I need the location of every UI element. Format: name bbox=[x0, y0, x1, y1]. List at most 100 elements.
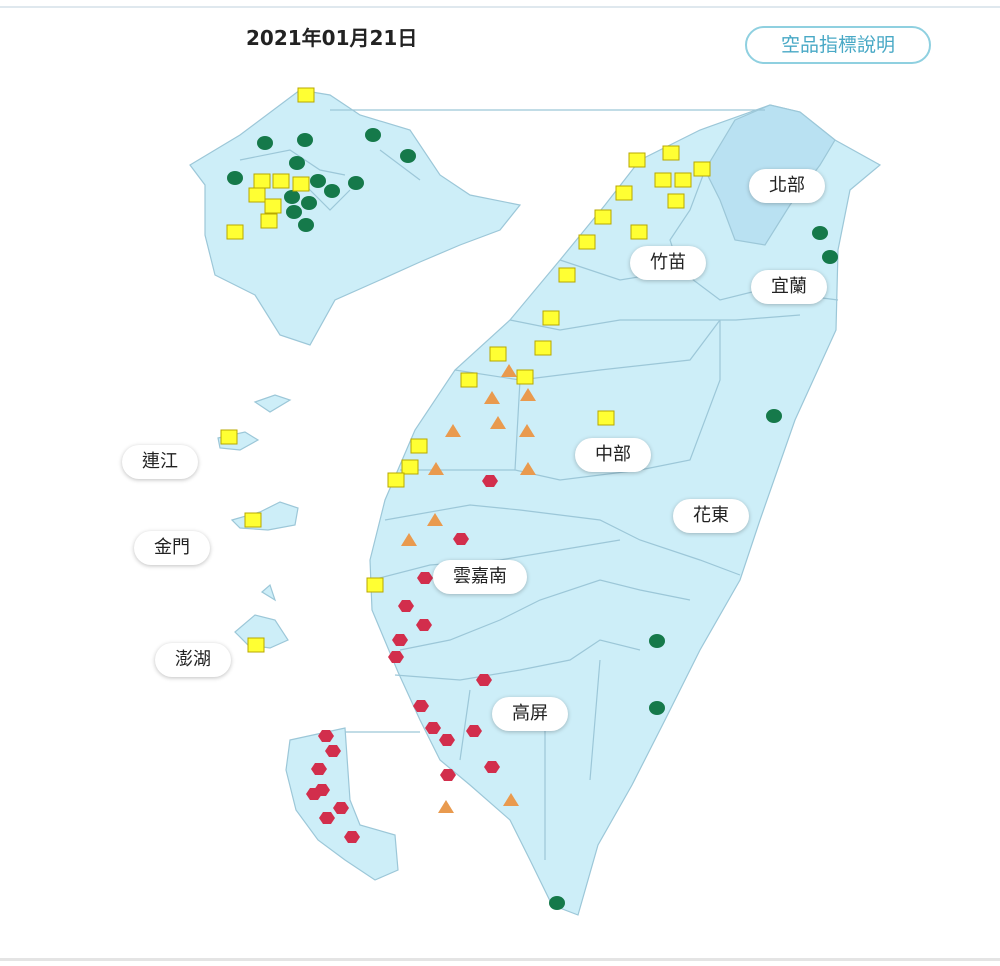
region-label[interactable]: 宜蘭 bbox=[751, 270, 827, 304]
station-marker[interactable] bbox=[597, 410, 615, 426]
station-marker[interactable] bbox=[662, 145, 680, 161]
station-marker[interactable] bbox=[417, 572, 433, 584]
station-marker[interactable] bbox=[365, 128, 381, 142]
station-marker[interactable] bbox=[542, 310, 560, 326]
region-label[interactable]: 雲嘉南 bbox=[433, 560, 527, 594]
station-marker[interactable] bbox=[366, 577, 384, 593]
station-marker[interactable] bbox=[649, 634, 665, 648]
station-marker[interactable] bbox=[649, 701, 665, 715]
station-marker[interactable] bbox=[503, 793, 519, 806]
station-marker[interactable] bbox=[348, 176, 364, 190]
station-marker[interactable] bbox=[297, 133, 313, 147]
station-marker[interactable] bbox=[387, 472, 405, 488]
station-marker[interactable] bbox=[244, 512, 262, 528]
north-inset bbox=[189, 89, 522, 346]
station-marker[interactable] bbox=[247, 637, 265, 653]
station-marker[interactable] bbox=[324, 184, 340, 198]
station-marker[interactable] bbox=[812, 226, 828, 240]
station-marker[interactable] bbox=[301, 196, 317, 210]
station-marker[interactable] bbox=[427, 513, 443, 526]
station-marker[interactable] bbox=[306, 788, 322, 800]
station-marker[interactable] bbox=[534, 340, 552, 356]
station-marker[interactable] bbox=[693, 161, 711, 177]
station-marker[interactable] bbox=[520, 388, 536, 401]
station-marker[interactable] bbox=[628, 152, 646, 168]
station-marker[interactable] bbox=[594, 209, 612, 225]
station-marker[interactable] bbox=[438, 800, 454, 813]
region-label[interactable]: 中部 bbox=[575, 438, 651, 472]
date: 2021年01月21日 bbox=[246, 26, 418, 50]
station-marker[interactable] bbox=[260, 213, 278, 229]
station-marker[interactable] bbox=[298, 218, 314, 232]
station-marker[interactable] bbox=[466, 725, 482, 737]
station-marker[interactable] bbox=[630, 224, 648, 240]
station-marker[interactable] bbox=[311, 763, 327, 775]
station-marker[interactable] bbox=[388, 651, 404, 663]
station-marker[interactable] bbox=[482, 475, 498, 487]
station-marker[interactable] bbox=[558, 267, 576, 283]
divider bbox=[0, 6, 1000, 8]
region-label[interactable]: 連江 bbox=[122, 445, 198, 479]
region-label[interactable]: 花東 bbox=[673, 499, 749, 533]
region-label[interactable]: 澎湖 bbox=[155, 643, 231, 677]
station-marker[interactable] bbox=[484, 761, 500, 773]
station-marker[interactable] bbox=[310, 174, 326, 188]
region-label[interactable]: 金門 bbox=[134, 531, 210, 565]
station-marker[interactable] bbox=[654, 172, 672, 188]
station-marker[interactable] bbox=[516, 369, 534, 385]
station-marker[interactable] bbox=[284, 190, 300, 204]
station-marker[interactable] bbox=[425, 722, 441, 734]
station-marker[interactable] bbox=[490, 416, 506, 429]
station-marker[interactable] bbox=[549, 896, 565, 910]
station-marker[interactable] bbox=[428, 462, 444, 475]
station-marker[interactable] bbox=[439, 734, 455, 746]
station-marker[interactable] bbox=[484, 391, 500, 404]
station-marker[interactable] bbox=[253, 173, 271, 189]
station-marker[interactable] bbox=[344, 831, 360, 843]
station-marker[interactable] bbox=[264, 198, 282, 214]
station-marker[interactable] bbox=[286, 205, 302, 219]
station-marker[interactable] bbox=[401, 459, 419, 475]
region-label[interactable]: 高屏 bbox=[492, 697, 568, 731]
station-marker[interactable] bbox=[674, 172, 692, 188]
station-marker[interactable] bbox=[578, 234, 596, 250]
station-marker[interactable] bbox=[413, 700, 429, 712]
station-marker[interactable] bbox=[292, 176, 310, 192]
station-marker[interactable] bbox=[272, 173, 290, 189]
station-marker[interactable] bbox=[615, 185, 633, 201]
kinmen bbox=[230, 501, 299, 531]
station-marker[interactable] bbox=[445, 424, 461, 437]
region-label[interactable]: 北部 bbox=[749, 169, 825, 203]
station-marker[interactable] bbox=[248, 187, 266, 203]
station-marker[interactable] bbox=[392, 634, 408, 646]
station-marker[interactable] bbox=[453, 533, 469, 545]
station-marker[interactable] bbox=[822, 250, 838, 264]
station-marker[interactable] bbox=[226, 224, 244, 240]
station-marker[interactable] bbox=[333, 802, 349, 814]
station-marker[interactable] bbox=[440, 769, 456, 781]
station-marker[interactable] bbox=[289, 156, 305, 170]
station-marker[interactable] bbox=[220, 429, 238, 445]
station-marker[interactable] bbox=[460, 372, 478, 388]
station-marker[interactable] bbox=[519, 424, 535, 437]
station-marker[interactable] bbox=[318, 730, 334, 742]
station-marker[interactable] bbox=[297, 87, 315, 103]
station-marker[interactable] bbox=[325, 745, 341, 757]
station-marker[interactable] bbox=[257, 136, 273, 150]
station-marker[interactable] bbox=[476, 674, 492, 686]
region-label[interactable]: 竹苗 bbox=[630, 246, 706, 280]
station-marker[interactable] bbox=[227, 171, 243, 185]
station-marker[interactable] bbox=[398, 600, 414, 612]
station-marker[interactable] bbox=[400, 149, 416, 163]
aqi-legend-button[interactable]: 空品指標說明 bbox=[745, 26, 931, 64]
station-marker[interactable] bbox=[416, 619, 432, 631]
station-marker[interactable] bbox=[766, 409, 782, 423]
station-marker[interactable] bbox=[410, 438, 428, 454]
station-marker[interactable] bbox=[319, 812, 335, 824]
station-marker[interactable] bbox=[489, 346, 507, 362]
station-marker[interactable] bbox=[401, 533, 417, 546]
station-marker[interactable] bbox=[667, 193, 685, 209]
station-marker[interactable] bbox=[520, 462, 536, 475]
station-marker[interactable] bbox=[501, 364, 517, 377]
